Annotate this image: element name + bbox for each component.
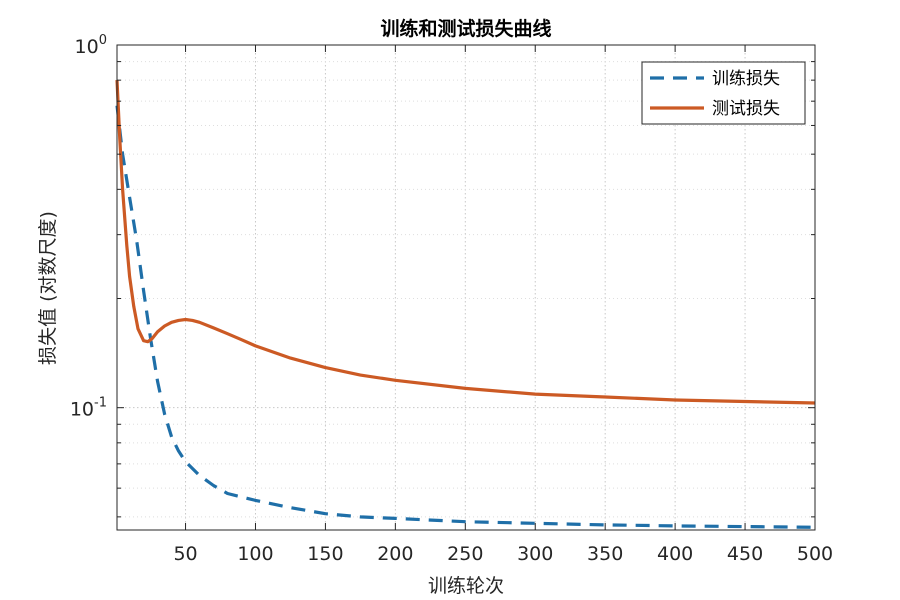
x-tick-label: 100 xyxy=(237,543,273,565)
y-tick-label: 10-1 xyxy=(70,396,107,421)
chart-title: 训练和测试损失曲线 xyxy=(380,17,551,40)
x-tick-label: 50 xyxy=(173,543,197,565)
x-tick-label: 300 xyxy=(517,543,553,565)
x-tick-label: 250 xyxy=(447,543,483,565)
x-tick-label: 150 xyxy=(307,543,343,565)
x-axis-ticks: 50 100 150 200 250 300 350 400 450 500 xyxy=(173,45,833,565)
y-axis-label: 损失值 (对数尺度) xyxy=(37,211,59,365)
series-line-test xyxy=(115,80,816,405)
x-axis-label: 训练轮次 xyxy=(428,575,504,597)
plot-frame xyxy=(116,44,816,531)
legend-box xyxy=(641,61,806,125)
x-tick-label: 200 xyxy=(377,543,413,565)
y-axis-ticks: 100 10-1 xyxy=(70,33,815,518)
x-tick-label: 400 xyxy=(657,543,693,565)
x-tick-label: 450 xyxy=(727,543,763,565)
legend-label-train: 训练损失 xyxy=(712,69,780,89)
legend: 训练损失 测试损失 xyxy=(641,61,806,125)
y-tick-label: 100 xyxy=(75,33,107,58)
x-tick-label: 350 xyxy=(587,543,623,565)
x-tick-label: 500 xyxy=(797,543,833,565)
legend-label-test: 测试损失 xyxy=(712,99,780,119)
series-line-train xyxy=(115,105,816,529)
series-layer xyxy=(115,80,816,529)
